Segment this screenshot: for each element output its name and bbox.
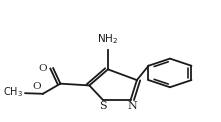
Text: S: S <box>99 101 107 111</box>
Text: N: N <box>128 101 138 111</box>
Text: CH$_3$: CH$_3$ <box>3 85 23 99</box>
Text: O: O <box>32 82 41 91</box>
Text: O: O <box>38 64 47 73</box>
Text: NH$_2$: NH$_2$ <box>97 32 118 46</box>
